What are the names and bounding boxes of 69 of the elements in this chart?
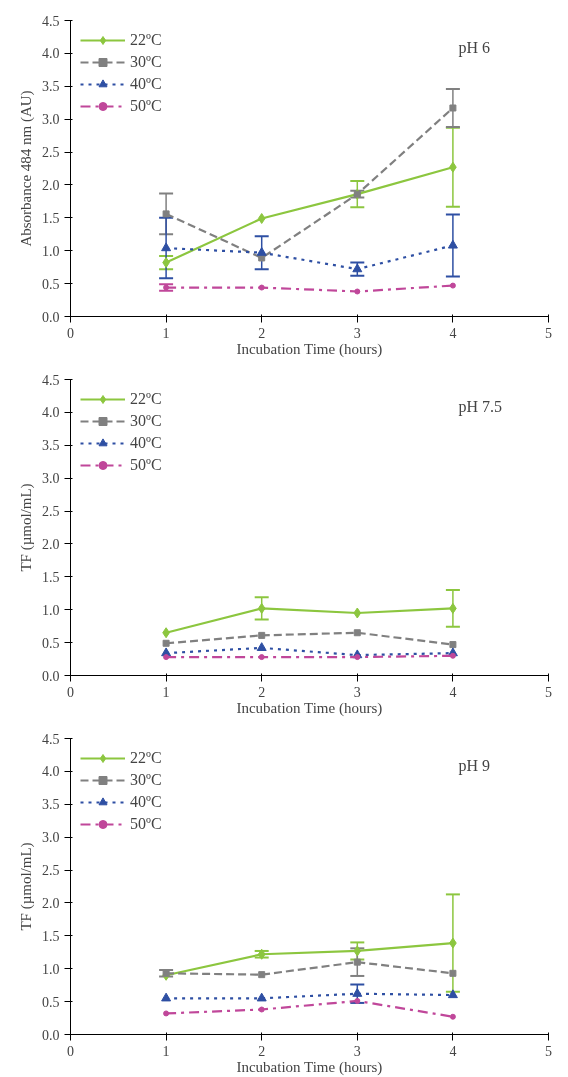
y-tick-label: 2.5	[42, 145, 60, 161]
y-tick-label: 0.5	[42, 635, 60, 651]
x-tick-label: 5	[545, 1043, 552, 1059]
y-axis-title: TF (µmol/mL)	[18, 842, 35, 931]
y-tick-label: 1.5	[42, 928, 60, 944]
x-tick-label: 5	[545, 684, 552, 700]
y-tick-label: 4.0	[42, 46, 60, 62]
y-tick-label: 4.0	[42, 764, 60, 780]
y-tick-label: 0.0	[42, 668, 60, 684]
x-tick-label: 3	[353, 1043, 361, 1059]
legend-label: 22ºC	[130, 390, 162, 408]
x-tick-label: 1	[162, 684, 170, 700]
x-axis-title: Incubation Time (hours)	[236, 699, 383, 717]
y-tick-label: 0.5	[42, 276, 60, 292]
x-tick-label: 2	[258, 1043, 266, 1059]
x-tick-label: 2	[258, 325, 266, 341]
x-tick-label: 4	[449, 1043, 457, 1059]
legend-label: 30ºC	[130, 53, 162, 71]
y-tick-label: 3.5	[42, 79, 60, 95]
y-axis-title: Absorbance 484 nm (AU)	[18, 90, 35, 247]
legend-label: 22ºC	[130, 31, 162, 49]
legend-label: 30ºC	[130, 412, 162, 430]
y-tick-label: 2.5	[42, 504, 60, 520]
x-tick-label: 3	[353, 684, 361, 700]
legend-label: 30ºC	[130, 771, 162, 789]
y-tick-label: 3.5	[42, 438, 60, 454]
legend-label: 40ºC	[130, 793, 162, 811]
y-tick-label: 0.0	[42, 309, 60, 325]
x-axis-title: Incubation Time (hours)	[236, 340, 383, 358]
x-tick-label: 3	[353, 325, 361, 341]
y-axis-title: TF (µmol/mL)	[18, 483, 35, 572]
y-tick-label: 1.0	[42, 243, 60, 259]
legend-label: 50ºC	[130, 456, 162, 474]
y-tick-label: 3.5	[42, 797, 60, 813]
y-tick-label: 1.0	[42, 961, 60, 977]
annotation: pH 9	[458, 756, 491, 775]
x-tick-label: 0	[67, 325, 74, 341]
x-tick-label: 4	[449, 325, 457, 341]
y-tick-label: 2.0	[42, 177, 60, 193]
annotation: pH 6	[458, 38, 491, 57]
y-tick-label: 1.5	[42, 569, 60, 585]
y-tick-label: 2.0	[42, 536, 60, 552]
y-tick-label: 4.5	[42, 372, 60, 388]
legend-label: 40ºC	[130, 75, 162, 93]
y-tick-label: 0.0	[42, 1027, 60, 1043]
x-axis-title: Incubation Time (hours)	[236, 1058, 383, 1076]
legend-label: 40ºC	[130, 434, 162, 452]
legend-label: 50ºC	[130, 815, 162, 833]
legend-label: 22ºC	[130, 749, 162, 767]
x-tick-label: 5	[545, 325, 552, 341]
x-tick-label: 4	[449, 684, 457, 700]
legend-label: 50ºC	[130, 97, 162, 115]
y-tick-label: 3.0	[42, 830, 60, 846]
x-tick-label: 1	[162, 325, 170, 341]
x-tick-label: 0	[67, 1043, 74, 1059]
y-tick-label: 2.5	[42, 863, 60, 879]
y-tick-label: 3.0	[42, 112, 60, 128]
y-tick-label: 4.5	[42, 13, 60, 29]
y-tick-label: 1.5	[42, 210, 60, 226]
x-tick-label: 0	[67, 684, 74, 700]
y-tick-label: 4.0	[42, 405, 60, 421]
annotation: pH 7.5	[458, 397, 503, 416]
y-tick-label: 1.0	[42, 602, 60, 618]
y-tick-label: 4.5	[42, 731, 60, 747]
x-tick-label: 2	[258, 684, 266, 700]
y-tick-label: 2.0	[42, 895, 60, 911]
x-tick-label: 1	[162, 1043, 170, 1059]
y-tick-label: 3.0	[42, 471, 60, 487]
y-tick-label: 0.5	[42, 994, 60, 1010]
